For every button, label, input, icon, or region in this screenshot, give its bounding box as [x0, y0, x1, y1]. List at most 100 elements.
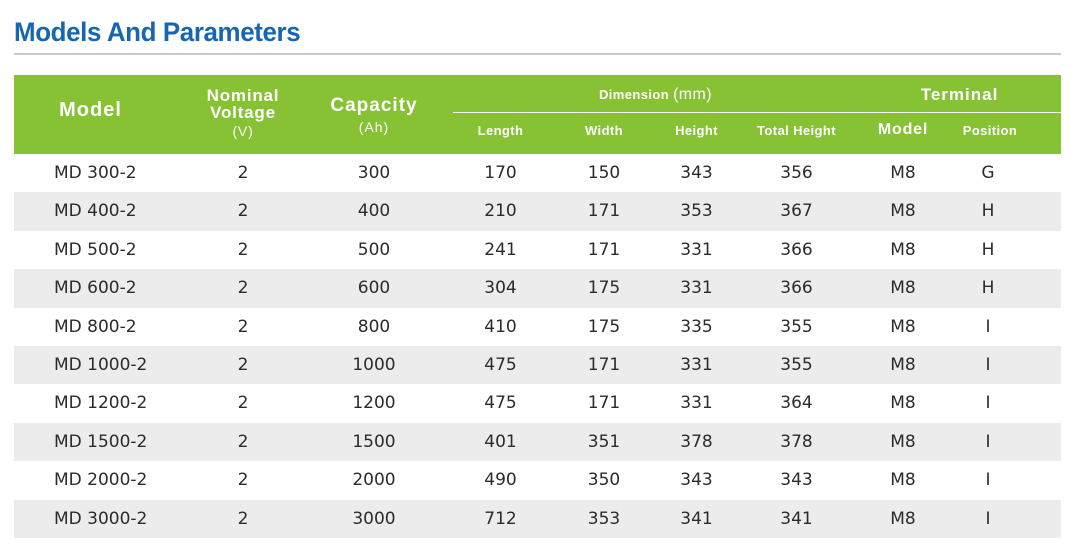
table-row: MD 1000-2 2 1000 475 171 331 355 M8 I — [14, 345, 1061, 385]
table-body: MD 300-2 2 300 170 150 343 356 M8 G MD 400-2 2 400 2… — [14, 154, 1061, 538]
header-length: Length — [477, 123, 524, 138]
cell-capacity: 1500 — [352, 431, 396, 452]
table-row: MD 1500-2 2 1500 401 351 378 378 M8 I — [14, 422, 1061, 462]
cell-voltage: 2 — [237, 239, 249, 260]
cell-total-height: 341 — [780, 508, 813, 529]
cell-length: 170 — [484, 163, 517, 183]
cell-model: MD 1000-2 — [54, 354, 148, 375]
cell-capacity: 800 — [357, 316, 391, 337]
cell-length: 712 — [484, 508, 517, 529]
cell-length: 475 — [484, 393, 517, 414]
header-dimension-label: Dimension — [599, 87, 670, 102]
header-total-height: Total Height — [757, 123, 836, 138]
cell-terminal-model: M8 — [890, 278, 916, 299]
table-row: MD 3000-2 2 3000 712 353 341 341 M8 I — [14, 499, 1061, 538]
title-divider — [14, 53, 1061, 55]
header-dimension-divider — [453, 112, 858, 113]
cell-voltage: 2 — [237, 393, 249, 414]
cell-terminal-position: G — [981, 163, 995, 183]
cell-width: 175 — [587, 278, 621, 299]
cell-capacity: 1000 — [352, 354, 396, 375]
table-row: MD 600-2 2 600 304 175 331 366 M8 H — [14, 269, 1061, 308]
cell-total-height: 378 — [780, 431, 813, 452]
cell-model: MD 800-2 — [54, 316, 137, 337]
header-capacity-label: Capacity — [330, 95, 418, 116]
cell-voltage: 2 — [237, 354, 249, 375]
cell-height: 353 — [680, 201, 713, 222]
cell-height: 331 — [680, 278, 713, 299]
cell-terminal-position: I — [985, 393, 991, 414]
header-dimension-unit: (mm) — [673, 86, 712, 103]
header-terminal: Terminal — [920, 85, 999, 104]
cell-model: MD 1200-2 — [54, 393, 148, 414]
cell-terminal-position: I — [985, 354, 991, 375]
header-terminal-position: Position — [962, 123, 1018, 138]
header-terminal-divider — [858, 112, 1061, 113]
cell-terminal-model: M8 — [890, 470, 916, 491]
header-capacity-unit: (Ah) — [358, 119, 390, 135]
cell-total-height: 366 — [780, 239, 813, 260]
cell-total-height: 343 — [780, 470, 813, 491]
cell-voltage: 2 — [237, 431, 249, 452]
table-row: MD 400-2 2 400 210 171 353 367 M8 H — [14, 192, 1061, 231]
cell-model: MD 3000-2 — [54, 508, 148, 529]
cell-height: 331 — [680, 354, 713, 375]
cell-length: 304 — [484, 278, 517, 299]
cell-width: 350 — [587, 470, 621, 491]
cell-height: 331 — [680, 239, 713, 260]
cell-length: 241 — [484, 239, 517, 260]
cell-model: MD 500-2 — [54, 239, 137, 260]
cell-model: MD 300-2 — [54, 163, 137, 183]
header-model: Model — [59, 99, 122, 121]
cell-model: MD 1500-2 — [54, 431, 148, 452]
cell-height: 343 — [680, 470, 713, 491]
cell-model: MD 400-2 — [54, 201, 137, 222]
table-row: MD 300-2 2 300 170 150 343 356 M8 G — [14, 154, 1061, 192]
header-nominal-voltage: Nominal Voltage (V) — [183, 87, 303, 140]
cell-width: 353 — [587, 508, 621, 529]
cell-width: 351 — [587, 431, 621, 452]
cell-total-height: 364 — [780, 393, 813, 414]
cell-length: 401 — [484, 431, 517, 452]
cell-capacity: 300 — [357, 163, 391, 183]
header-dimension: Dimension (mm) — [453, 84, 858, 106]
cell-terminal-model: M8 — [890, 316, 916, 337]
cell-capacity: 1200 — [352, 393, 396, 414]
cell-width: 175 — [587, 316, 621, 337]
cell-terminal-position: I — [985, 470, 991, 491]
cell-capacity: 500 — [357, 239, 391, 260]
header-terminal-model: Model — [877, 121, 929, 138]
header-capacity: Capacity (Ah) — [304, 95, 444, 136]
cell-height: 378 — [680, 431, 713, 452]
table-header: Model Nominal Voltage (V) Capacity (Ah) … — [14, 75, 1061, 154]
cell-total-height: 355 — [780, 354, 813, 375]
cell-width: 171 — [587, 239, 621, 260]
table-row: MD 1200-2 2 1200 475 171 331 364 M8 I — [14, 384, 1061, 422]
header-width: Width — [585, 123, 623, 138]
cell-voltage: 2 — [237, 163, 249, 183]
cell-model: MD 600-2 — [54, 278, 137, 299]
cell-terminal-position: I — [985, 431, 991, 452]
cell-terminal-model: M8 — [890, 354, 916, 375]
cell-voltage: 2 — [237, 316, 249, 337]
cell-terminal-model: M8 — [890, 201, 916, 222]
header-voltage-unit: (V) — [232, 123, 254, 139]
cell-capacity: 600 — [357, 278, 391, 299]
cell-total-height: 367 — [780, 201, 813, 222]
cell-terminal-position: H — [981, 201, 995, 222]
cell-terminal-position: H — [981, 278, 995, 299]
cell-height: 343 — [680, 163, 713, 183]
header-voltage-line1: Nominal — [206, 86, 280, 105]
cell-terminal-position: H — [981, 239, 995, 260]
cell-total-height: 356 — [780, 163, 813, 183]
cell-capacity: 3000 — [352, 508, 396, 529]
cell-terminal-model: M8 — [890, 508, 916, 529]
cell-length: 210 — [484, 201, 517, 222]
cell-capacity: 2000 — [352, 470, 396, 491]
cell-width: 171 — [587, 354, 621, 375]
cell-voltage: 2 — [237, 201, 249, 222]
cell-terminal-model: M8 — [890, 163, 916, 183]
cell-length: 490 — [484, 470, 517, 491]
cell-terminal-model: M8 — [890, 393, 916, 414]
cell-voltage: 2 — [237, 470, 249, 491]
